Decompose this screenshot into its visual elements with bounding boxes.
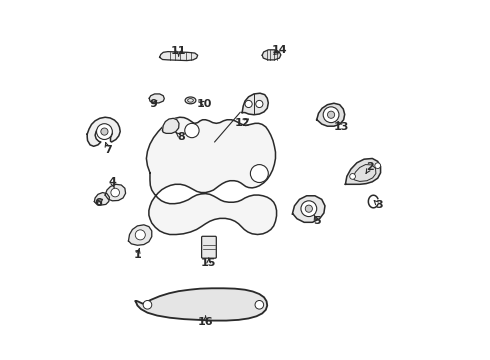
Polygon shape — [147, 117, 276, 234]
Ellipse shape — [185, 97, 196, 104]
Polygon shape — [163, 118, 179, 134]
Circle shape — [256, 100, 263, 108]
Circle shape — [301, 201, 317, 217]
Circle shape — [323, 107, 339, 123]
Circle shape — [327, 111, 335, 118]
Text: 15: 15 — [201, 258, 217, 268]
Text: 16: 16 — [198, 317, 213, 327]
Polygon shape — [345, 158, 381, 184]
Text: 5: 5 — [313, 216, 320, 226]
Polygon shape — [293, 196, 325, 222]
Circle shape — [135, 230, 146, 240]
Circle shape — [185, 123, 199, 138]
Text: 6: 6 — [94, 198, 102, 208]
Polygon shape — [160, 51, 197, 60]
Circle shape — [111, 188, 120, 197]
Text: 9: 9 — [149, 99, 157, 109]
Text: 10: 10 — [197, 99, 213, 109]
Text: 11: 11 — [171, 46, 186, 56]
Polygon shape — [105, 184, 125, 201]
Text: 3: 3 — [375, 200, 383, 210]
Polygon shape — [317, 103, 344, 126]
Polygon shape — [95, 193, 109, 205]
Text: 4: 4 — [108, 177, 116, 187]
Polygon shape — [262, 50, 281, 60]
Polygon shape — [128, 225, 152, 245]
Text: 12: 12 — [235, 118, 250, 128]
Text: 2: 2 — [366, 162, 374, 172]
Circle shape — [101, 128, 108, 135]
Text: 13: 13 — [333, 122, 349, 132]
Circle shape — [350, 174, 355, 179]
Circle shape — [143, 301, 152, 309]
Circle shape — [250, 165, 269, 183]
Polygon shape — [136, 288, 267, 320]
Circle shape — [97, 124, 112, 139]
Polygon shape — [242, 93, 269, 115]
Text: 7: 7 — [104, 144, 112, 154]
Circle shape — [375, 163, 381, 168]
Circle shape — [245, 100, 252, 108]
Text: 8: 8 — [178, 132, 185, 142]
FancyBboxPatch shape — [201, 236, 216, 258]
Circle shape — [305, 205, 313, 212]
Text: 14: 14 — [272, 45, 288, 55]
Text: 1: 1 — [134, 250, 141, 260]
Circle shape — [255, 301, 264, 309]
Polygon shape — [149, 94, 164, 103]
Polygon shape — [87, 117, 120, 146]
